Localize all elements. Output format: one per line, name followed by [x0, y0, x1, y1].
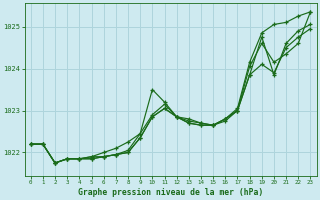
X-axis label: Graphe pression niveau de la mer (hPa): Graphe pression niveau de la mer (hPa)	[78, 188, 263, 197]
